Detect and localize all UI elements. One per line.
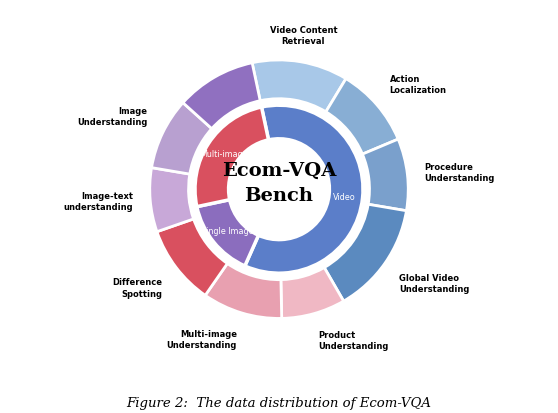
Text: Global Video
Understanding: Global Video Understanding xyxy=(399,273,469,293)
Wedge shape xyxy=(326,79,398,155)
Text: Image
Understanding: Image Understanding xyxy=(77,106,147,126)
Wedge shape xyxy=(197,200,258,266)
Text: Multi-image: Multi-image xyxy=(200,150,248,159)
Text: Single Image: Single Image xyxy=(201,227,254,235)
Wedge shape xyxy=(195,108,268,207)
Wedge shape xyxy=(281,268,344,319)
Text: Multi-image
Understanding: Multi-image Understanding xyxy=(166,329,237,349)
Text: Procedure
Understanding: Procedure Understanding xyxy=(424,163,494,183)
Wedge shape xyxy=(245,106,363,273)
Text: Video Content
Retrieval: Video Content Retrieval xyxy=(270,26,337,46)
Wedge shape xyxy=(252,61,346,112)
Wedge shape xyxy=(324,205,406,301)
Text: Ecom-VQA
Bench: Ecom-VQA Bench xyxy=(222,162,336,205)
Text: Video: Video xyxy=(333,192,356,201)
Wedge shape xyxy=(157,219,227,296)
Wedge shape xyxy=(362,140,408,211)
Text: Figure 2:  The data distribution of Ecom-VQA: Figure 2: The data distribution of Ecom-… xyxy=(127,396,431,409)
Text: Image-text
understanding: Image-text understanding xyxy=(64,192,133,212)
Text: Product
Understanding: Product Understanding xyxy=(318,330,389,350)
Wedge shape xyxy=(150,168,194,232)
Wedge shape xyxy=(152,103,212,175)
Text: Action
Localization: Action Localization xyxy=(389,74,446,95)
Text: Difference
Spotting: Difference Spotting xyxy=(113,278,163,298)
Wedge shape xyxy=(183,64,260,129)
Wedge shape xyxy=(205,264,282,319)
